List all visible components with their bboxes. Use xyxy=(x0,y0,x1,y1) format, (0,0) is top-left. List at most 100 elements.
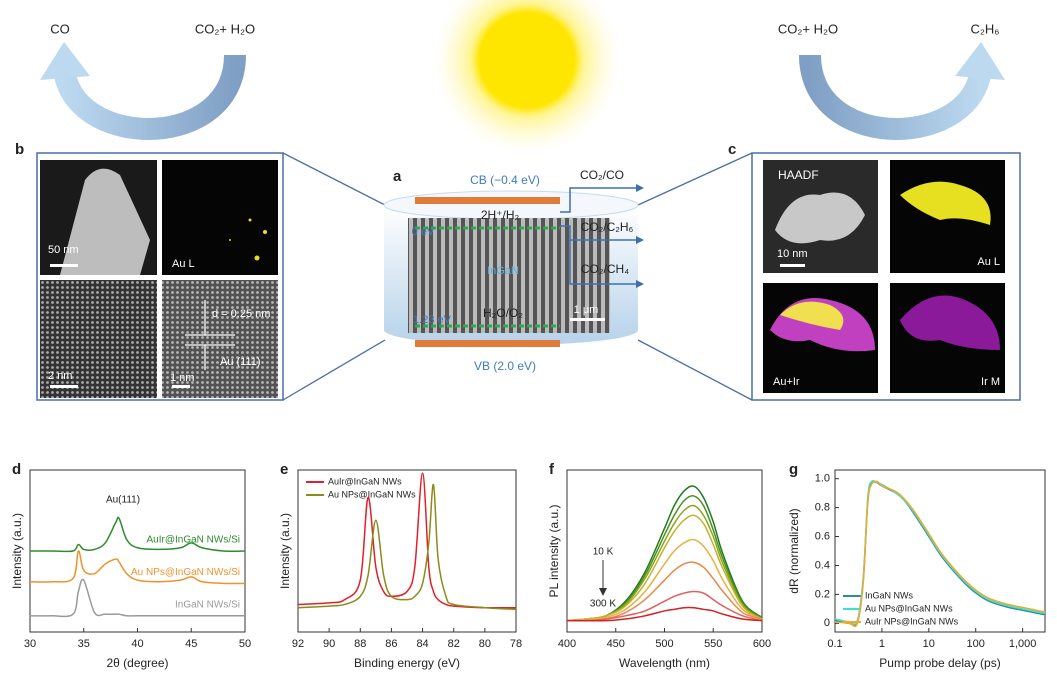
y-axis-label: PL intensity (a.u.) xyxy=(547,505,561,598)
x-tick-label: 45 xyxy=(185,638,197,650)
x-tick-label: 1 xyxy=(879,638,885,650)
x-tick-label: 50 xyxy=(239,638,251,650)
panel-label: f xyxy=(549,461,555,478)
data-line xyxy=(30,516,246,553)
x-tick-label: 92 xyxy=(292,638,304,650)
data-line xyxy=(297,483,517,611)
data-line xyxy=(297,472,517,609)
x-axis-label: Pump probe delay (ps) xyxy=(879,656,1000,670)
x-tick-label: 78 xyxy=(510,638,522,650)
annotation-arrow-head xyxy=(599,588,607,596)
species: CO₂+ H₂O xyxy=(195,21,255,36)
x-tick-label: 1,000 xyxy=(1009,638,1037,650)
spacing-label: d = 0.25 nm xyxy=(212,308,270,320)
scale-label: 1 nm xyxy=(170,372,194,384)
tile-label: HAADF xyxy=(778,168,819,182)
redox-label: 2H⁺/H₂ xyxy=(481,208,520,222)
product-label: CO₂/CO xyxy=(580,168,624,182)
panel-label: d xyxy=(12,461,21,478)
x-tick-label: 86 xyxy=(385,638,397,650)
x-axis-label: Wavelength (nm) xyxy=(619,656,710,670)
au-region xyxy=(900,181,991,225)
level-label: 0 eV xyxy=(412,226,435,238)
legend-label: AuIr@InGaN NWs xyxy=(328,476,402,486)
annotation: 300 K xyxy=(590,599,616,610)
x-axis-label: 2θ (degree) xyxy=(106,656,168,670)
product-label: CO₂/CH₄ xyxy=(581,262,629,276)
x-tick-label: 82 xyxy=(448,638,460,650)
scale-label: 2 nm xyxy=(48,370,72,382)
data-line xyxy=(834,480,1046,628)
y-tick-label: 0.6 xyxy=(815,530,830,542)
plot-frame xyxy=(834,469,1046,633)
sun xyxy=(432,0,622,155)
particle xyxy=(775,192,865,244)
arrow-head xyxy=(40,42,90,80)
species: CO xyxy=(50,21,70,36)
legend-label: AuIr NPs@InGaN NWs xyxy=(865,616,959,626)
x-tick-label: 500 xyxy=(655,638,673,650)
band-edge xyxy=(415,340,560,347)
legend-label: InGaN NWs xyxy=(865,590,914,600)
x-tick-label: 30 xyxy=(24,638,36,650)
panel-label: e xyxy=(280,461,288,478)
data-line xyxy=(566,590,763,622)
x-tick-label: 0.1 xyxy=(827,638,842,650)
y-axis-label: dR (normalized) xyxy=(787,508,801,593)
y-tick-label: 0.2 xyxy=(815,588,830,600)
scale-bar xyxy=(780,264,805,267)
x-tick-label: 88 xyxy=(354,638,366,650)
scale-bar xyxy=(172,385,190,388)
data-line xyxy=(566,514,763,622)
scale-bar xyxy=(50,264,78,267)
scale-label: 10 nm xyxy=(777,248,808,260)
data-line xyxy=(29,578,245,618)
nanowire xyxy=(60,168,150,275)
scale-label: 50 nm xyxy=(48,244,79,256)
data-line xyxy=(566,538,763,622)
y-tick-label: 0.4 xyxy=(815,559,830,571)
band-label: VB (2.0 eV) xyxy=(474,359,536,373)
tile-label: Au+Ir xyxy=(773,376,800,388)
scale-label: 1 μm xyxy=(574,304,599,316)
x-tick-label: 35 xyxy=(78,638,90,650)
panel-label: c xyxy=(728,141,736,158)
x-tick-label: 90 xyxy=(323,638,335,650)
species: CO₂+ H₂O xyxy=(778,21,838,36)
tile-label: Ir M xyxy=(981,376,1000,388)
series-label: Au NPs@InGaN NWs/Si xyxy=(131,567,240,578)
y-tick-label: 0.8 xyxy=(815,502,830,514)
eds-map xyxy=(162,160,278,275)
arrow-arc xyxy=(54,54,246,140)
band-label: CB (−0.4 eV) xyxy=(470,173,540,187)
series-label: InGaN NWs/Si xyxy=(175,599,240,610)
plot-frame xyxy=(297,469,517,633)
x-tick-label: 40 xyxy=(131,638,143,650)
data-line xyxy=(567,606,763,622)
panel-label: g xyxy=(789,461,798,478)
panel-label: b xyxy=(15,141,24,158)
ir-region xyxy=(900,295,1000,350)
tile-label: Au L xyxy=(172,258,195,270)
legend-label: Au NPs@InGaN NWs xyxy=(865,603,953,613)
x-tick-label: 600 xyxy=(753,638,771,650)
au-region xyxy=(780,301,844,330)
x-tick-label: 84 xyxy=(416,638,428,650)
hrtem-image xyxy=(40,280,157,398)
redox-label: H₂O/O₂ xyxy=(483,306,523,320)
annotation: 10 K xyxy=(593,547,614,558)
series-label: AuIr@InGaN NWs/Si xyxy=(146,535,240,546)
x-tick-label: 80 xyxy=(479,638,491,650)
x-axis-label: Binding energy (eV) xyxy=(354,656,460,670)
spacing-marker xyxy=(185,300,235,370)
y-axis-label: Intensity (a.u.) xyxy=(10,513,24,589)
tile-label: Au L xyxy=(977,256,1000,268)
x-tick-label: 100 xyxy=(967,638,985,650)
x-tick-label: 400 xyxy=(558,638,576,650)
plane-label: Au (111) xyxy=(220,356,261,368)
y-tick-label: 1.0 xyxy=(815,473,830,485)
scale-bar xyxy=(50,385,78,388)
reaction-arrows xyxy=(560,187,636,285)
band-edge xyxy=(415,197,560,204)
connectors xyxy=(282,152,753,401)
